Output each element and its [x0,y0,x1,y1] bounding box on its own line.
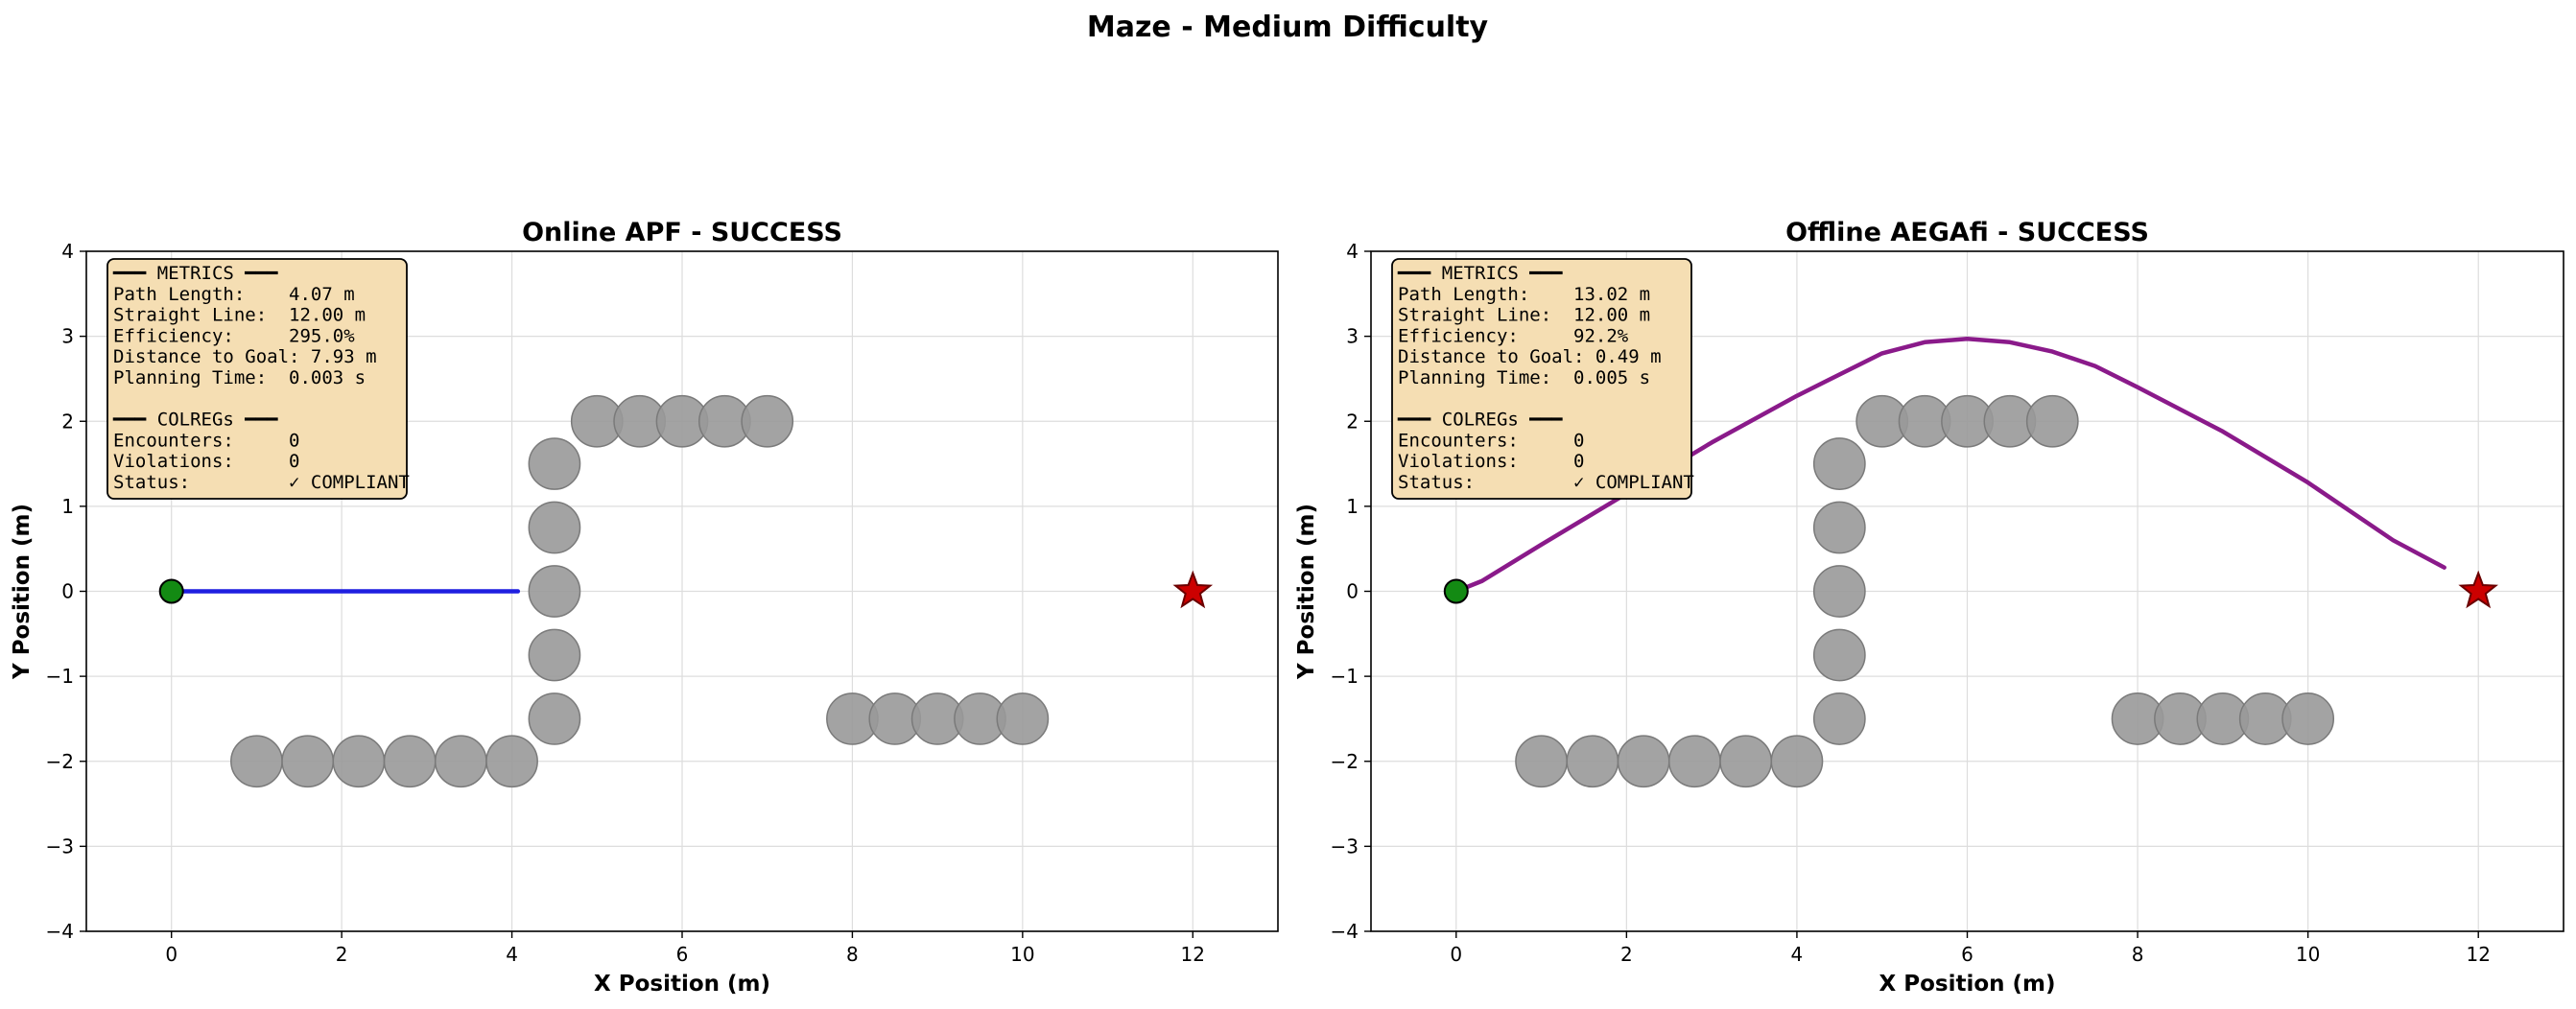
x-tick-label: 8 [2132,943,2144,966]
metrics-line: Violations: 0 [1398,451,1584,472]
x-tick-label: 12 [1181,943,1205,966]
x-axis-label: X Position (m) [594,972,770,997]
metrics-line: ━━━ COLREGs ━━━ [1397,410,1563,431]
y-tick-label: −3 [1331,834,1359,857]
obstacle-marker [1812,501,1866,554]
y-tick-label: −3 [46,834,74,857]
obstacle-marker [230,735,283,788]
y-tick-label: 4 [1346,240,1359,263]
metrics-box [1391,258,1692,500]
metrics-line: Status: ✓ COMPLIANT [113,472,410,493]
path-line [1453,337,2446,594]
obstacle-marker [1617,735,1670,788]
metrics-line: ━━━ COLREGs ━━━ [112,410,278,431]
obstacle-marker [528,565,581,618]
y-tick-label: 0 [1346,580,1359,603]
obstacle-marker [528,501,581,554]
y-tick-label: −1 [1331,665,1359,688]
obstacle-marker [1515,735,1568,788]
x-tick-label: 10 [2296,943,2320,966]
obstacle-marker [2025,394,2079,448]
metrics-line: Planning Time: 0.005 s [1398,367,1650,388]
x-tick-label: 4 [506,943,518,966]
plot-area [1443,337,2499,788]
goal-marker [2458,570,2499,609]
obstacle-marker [485,735,538,788]
obstacle-marker [281,735,335,788]
x-tick-label: 6 [1961,943,1973,966]
y-tick-label: 0 [61,580,74,603]
y-tick-label: −4 [1331,920,1359,943]
y-tick-label: −2 [46,750,74,773]
y-axis-label: Y Position (m) [10,504,35,680]
start-marker [158,578,184,604]
metrics-line: Status: ✓ COMPLIANT [1398,472,1694,493]
metrics-line: Distance to Goal: 7.93 m [113,346,377,367]
y-tick-label: 2 [61,410,74,433]
obstacle-marker [996,692,1050,745]
y-axis-label: Y Position (m) [1294,504,1319,680]
x-tick-label: 0 [165,943,177,966]
goal-marker [1172,570,1214,609]
panel-title: Offline AEGAfi - SUCCESS [1785,218,2149,247]
obstacle-marker [1812,565,1866,618]
obstacle-marker [1719,735,1773,788]
metrics-line: Planning Time: 0.003 s [113,367,366,388]
x-tick-label: 2 [336,943,348,966]
metrics-line: Encounters: 0 [113,430,299,451]
metrics-line: Efficiency: 295.0% [113,325,355,346]
obstacle-marker [1770,735,1824,788]
plot-area [158,394,1214,788]
metrics-line: Straight Line: 12.00 m [1398,305,1650,326]
x-tick-label: 8 [846,943,859,966]
obstacle-marker [332,735,386,788]
obstacle-marker [1812,437,1866,490]
obstacle-marker [528,437,581,490]
obstacle-marker [383,735,437,788]
obstacle-marker [1566,735,1619,788]
y-tick-label: 1 [1346,495,1359,518]
metrics-line: Efficiency: 92.2% [1398,325,1629,346]
metrics-line: Path Length: 13.02 m [1398,284,1650,305]
obstacle-marker [1812,628,1866,682]
metrics-line: ━━━ METRICS ━━━ [1397,263,1563,284]
x-tick-label: 6 [676,943,689,966]
y-tick-label: 4 [61,240,74,263]
obstacle-marker [528,628,581,682]
y-tick-label: 3 [61,325,74,348]
obstacle-marker [1812,692,1866,745]
metrics-line: ━━━ METRICS ━━━ [112,263,278,284]
x-axis-label: X Position (m) [1879,972,2055,997]
x-tick-label: 12 [2466,943,2490,966]
obstacle-marker [741,394,794,448]
y-tick-label: −1 [46,665,74,688]
y-tick-label: 2 [1346,410,1359,433]
metrics-line: Distance to Goal: 0.49 m [1398,346,1662,367]
x-tick-label: 10 [1010,943,1034,966]
y-tick-label: −4 [46,920,74,943]
obstacle-marker [2281,692,2335,745]
y-tick-label: 1 [61,495,74,518]
metrics-box [106,258,408,500]
y-tick-label: 3 [1346,325,1359,348]
metrics-line: Encounters: 0 [1398,430,1584,451]
x-tick-label: 4 [1791,943,1804,966]
metrics-line: Path Length: 4.07 m [113,284,355,305]
y-tick-label: −2 [1331,750,1359,773]
x-tick-label: 0 [1450,943,1462,966]
obstacle-marker [434,735,487,788]
metrics-line: Violations: 0 [113,451,299,472]
x-tick-label: 2 [1620,943,1633,966]
obstacle-marker [1668,735,1721,788]
figure-title: Maze - Medium Difficulty [1087,11,1489,44]
panel-title: Online APF - SUCCESS [522,218,842,247]
metrics-line: Straight Line: 12.00 m [113,305,366,326]
obstacle-marker [528,692,581,745]
start-marker [1443,578,1469,604]
